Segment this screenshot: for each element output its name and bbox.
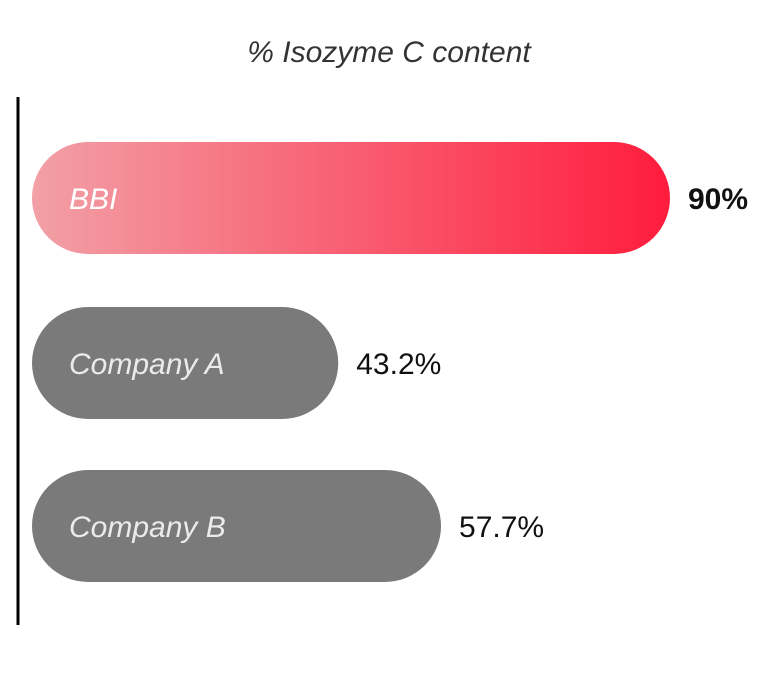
bar-bbi — [32, 142, 670, 254]
bar-label-company-b: Company B — [69, 511, 226, 544]
bar-company-a — [32, 307, 339, 419]
value-label-company-a: 43.2% — [356, 348, 441, 381]
value-label-bbi: 90% — [688, 183, 748, 216]
chart-title: % Isozyme C content — [247, 36, 532, 69]
bar-label-company-a: Company A — [69, 348, 225, 381]
bars-group: BBI 90% Company A 43.2% Company B 57.7% — [32, 142, 748, 582]
bar-company-b — [32, 470, 442, 582]
bar-label-bbi: BBI — [69, 183, 117, 216]
value-label-company-b: 57.7% — [459, 511, 544, 544]
